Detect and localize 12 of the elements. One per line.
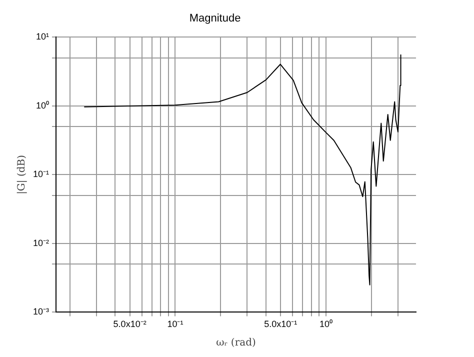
x-axis-title: ωᵣ (rad) <box>216 338 256 349</box>
y-tick-label: 10⁻² <box>32 238 50 248</box>
x-tick-label: 5.0x10⁻² <box>113 319 146 330</box>
x-tick-label: 10⁰ <box>320 319 333 330</box>
y-tick-label: 10¹ <box>36 32 50 42</box>
y-tick-label: 10⁻³ <box>32 306 50 317</box>
x-tick-label: 5.0x10⁻¹ <box>264 319 298 330</box>
x-tick-label: 10⁻¹ <box>167 319 184 330</box>
y-tick-label: 10⁰ <box>36 100 50 110</box>
chart-title: Magnitude <box>189 12 241 25</box>
y-tick-label: 10⁻¹ <box>32 169 50 180</box>
y-axis-title: |G| (dB) <box>16 154 28 194</box>
